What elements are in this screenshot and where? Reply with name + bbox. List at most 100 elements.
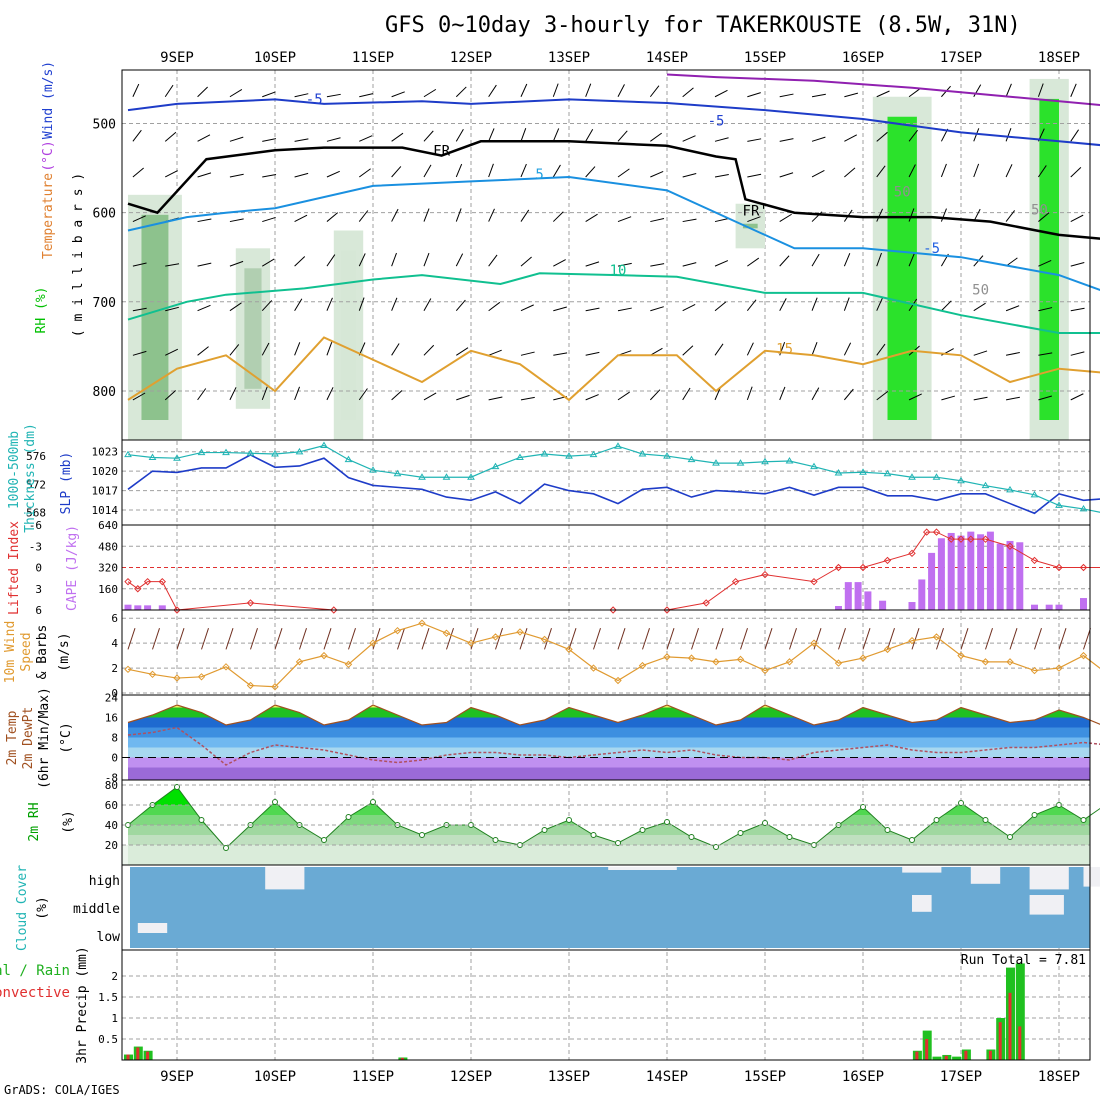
rh-tick-label: 20 bbox=[105, 839, 118, 852]
wind-barb bbox=[165, 306, 179, 312]
wind-barb bbox=[1038, 165, 1047, 178]
wind-barb bbox=[326, 387, 334, 401]
run-total-label: Run Total = 7.81 bbox=[961, 953, 1086, 968]
wind-barb bbox=[262, 91, 276, 98]
wind-barb bbox=[391, 91, 405, 98]
wind-barb bbox=[617, 216, 632, 223]
wind-barb bbox=[585, 83, 592, 97]
rh-point bbox=[541, 827, 548, 833]
wind-speed-point bbox=[491, 633, 500, 641]
wind-barb bbox=[779, 386, 786, 401]
wind-barb bbox=[132, 307, 147, 312]
wind-barb bbox=[714, 260, 729, 267]
label-lifted-index: Lifted Index bbox=[7, 521, 22, 615]
wind-barb bbox=[423, 164, 432, 178]
rh-point bbox=[321, 837, 327, 843]
date-label-bottom: 15SEP bbox=[744, 1069, 786, 1085]
wind-barb bbox=[520, 127, 527, 142]
wind-barb bbox=[197, 388, 207, 401]
rh-base bbox=[122, 845, 1090, 865]
wind-barb bbox=[779, 138, 794, 142]
wind-barb bbox=[165, 348, 179, 356]
label-precip-total: Total / Rain bbox=[0, 963, 70, 979]
thickness-point bbox=[393, 469, 402, 477]
wind-barb bbox=[973, 128, 980, 142]
wind-barb bbox=[844, 167, 856, 178]
wind-barb-10m bbox=[936, 628, 944, 650]
wind-barb-10m bbox=[1083, 628, 1091, 650]
wind-barb bbox=[843, 342, 852, 356]
cape-bar bbox=[977, 534, 985, 610]
wind-speed-point bbox=[467, 639, 475, 647]
axis-labels: RH (%)Temperature(°C)Wind (m/s)( m i l l… bbox=[0, 61, 90, 1064]
rh-point bbox=[1031, 812, 1038, 818]
pressure-tick-label: 700 bbox=[93, 296, 116, 311]
wind-barb bbox=[876, 131, 888, 142]
isotherm-10-line bbox=[127, 272, 1100, 334]
cape-bar bbox=[134, 605, 142, 610]
label-precip-axis: 3hr Precip (mm) bbox=[75, 946, 90, 1063]
contour-label: 10 bbox=[610, 263, 627, 279]
precip-convective-bar bbox=[1018, 1026, 1022, 1060]
wind-speed-point bbox=[516, 628, 524, 636]
wind-barb bbox=[197, 86, 208, 98]
cape-tick-label: 160 bbox=[98, 583, 118, 596]
wind-barb-10m bbox=[152, 628, 160, 650]
cape-bar bbox=[124, 604, 132, 610]
wind-barb bbox=[229, 173, 244, 178]
wind-barb bbox=[1005, 396, 1020, 401]
wind-barb-10m bbox=[421, 628, 430, 650]
cape-tick-label: 480 bbox=[98, 540, 118, 553]
pressure-tick-label: 600 bbox=[93, 207, 116, 222]
wind-barb bbox=[391, 390, 403, 401]
wind-barb bbox=[262, 173, 277, 178]
wind-barb bbox=[391, 208, 399, 222]
wind-barb bbox=[456, 347, 469, 356]
thickness-tick-label: 568 bbox=[26, 506, 46, 519]
thickness-point bbox=[932, 473, 941, 480]
wind-barb bbox=[488, 254, 498, 267]
wind-barb bbox=[391, 132, 404, 142]
wind-barb bbox=[261, 342, 270, 356]
lifted-index-point bbox=[134, 585, 142, 593]
thickness-point bbox=[442, 473, 451, 480]
wind-barb bbox=[876, 297, 883, 311]
thickness-point bbox=[418, 473, 426, 480]
label-wind10-2: Speed bbox=[19, 632, 34, 671]
wind-barb bbox=[197, 218, 212, 223]
wind-barb bbox=[358, 253, 366, 267]
precip-convective-bar bbox=[925, 1039, 929, 1060]
li-tick-label: 6 bbox=[35, 604, 42, 617]
wind-barb bbox=[520, 304, 534, 312]
temp-2m-panel: -8 0 8 16 24 bbox=[105, 692, 1100, 785]
moist-zone-core bbox=[341, 250, 356, 420]
cloud-clear-patch bbox=[1083, 867, 1100, 887]
cloud-clear-patch bbox=[608, 867, 677, 870]
wind-barb bbox=[876, 165, 886, 178]
precip-tick-label: 1 bbox=[111, 1012, 118, 1025]
label-rh: RH (%) bbox=[34, 287, 49, 334]
cape-bar bbox=[879, 600, 887, 610]
wind-barb bbox=[1005, 128, 1012, 142]
wind-barb bbox=[779, 172, 794, 178]
thickness-point bbox=[663, 452, 671, 459]
rh-point bbox=[223, 845, 229, 851]
thickness-point bbox=[344, 455, 353, 463]
thickness-point bbox=[271, 450, 279, 457]
wind-barb bbox=[779, 298, 787, 311]
temp-tick-label: -8 bbox=[105, 772, 118, 785]
wind-barb bbox=[973, 302, 986, 312]
moist-zone-core bbox=[742, 223, 758, 229]
lifted-index-line bbox=[127, 531, 1100, 611]
wind-barb-10m bbox=[691, 628, 699, 650]
wind-barb bbox=[294, 386, 301, 401]
wind-barb bbox=[359, 135, 373, 142]
wind-barb bbox=[164, 131, 177, 142]
lifted-index-point bbox=[1030, 556, 1039, 565]
precip-tick-label: 0.5 bbox=[98, 1033, 118, 1046]
wind-barb bbox=[1038, 259, 1052, 267]
date-label-bottom: 13SEP bbox=[548, 1069, 590, 1085]
wind-barb-10m bbox=[274, 628, 283, 650]
thickness-point bbox=[638, 450, 647, 457]
wind-barb bbox=[455, 253, 464, 267]
